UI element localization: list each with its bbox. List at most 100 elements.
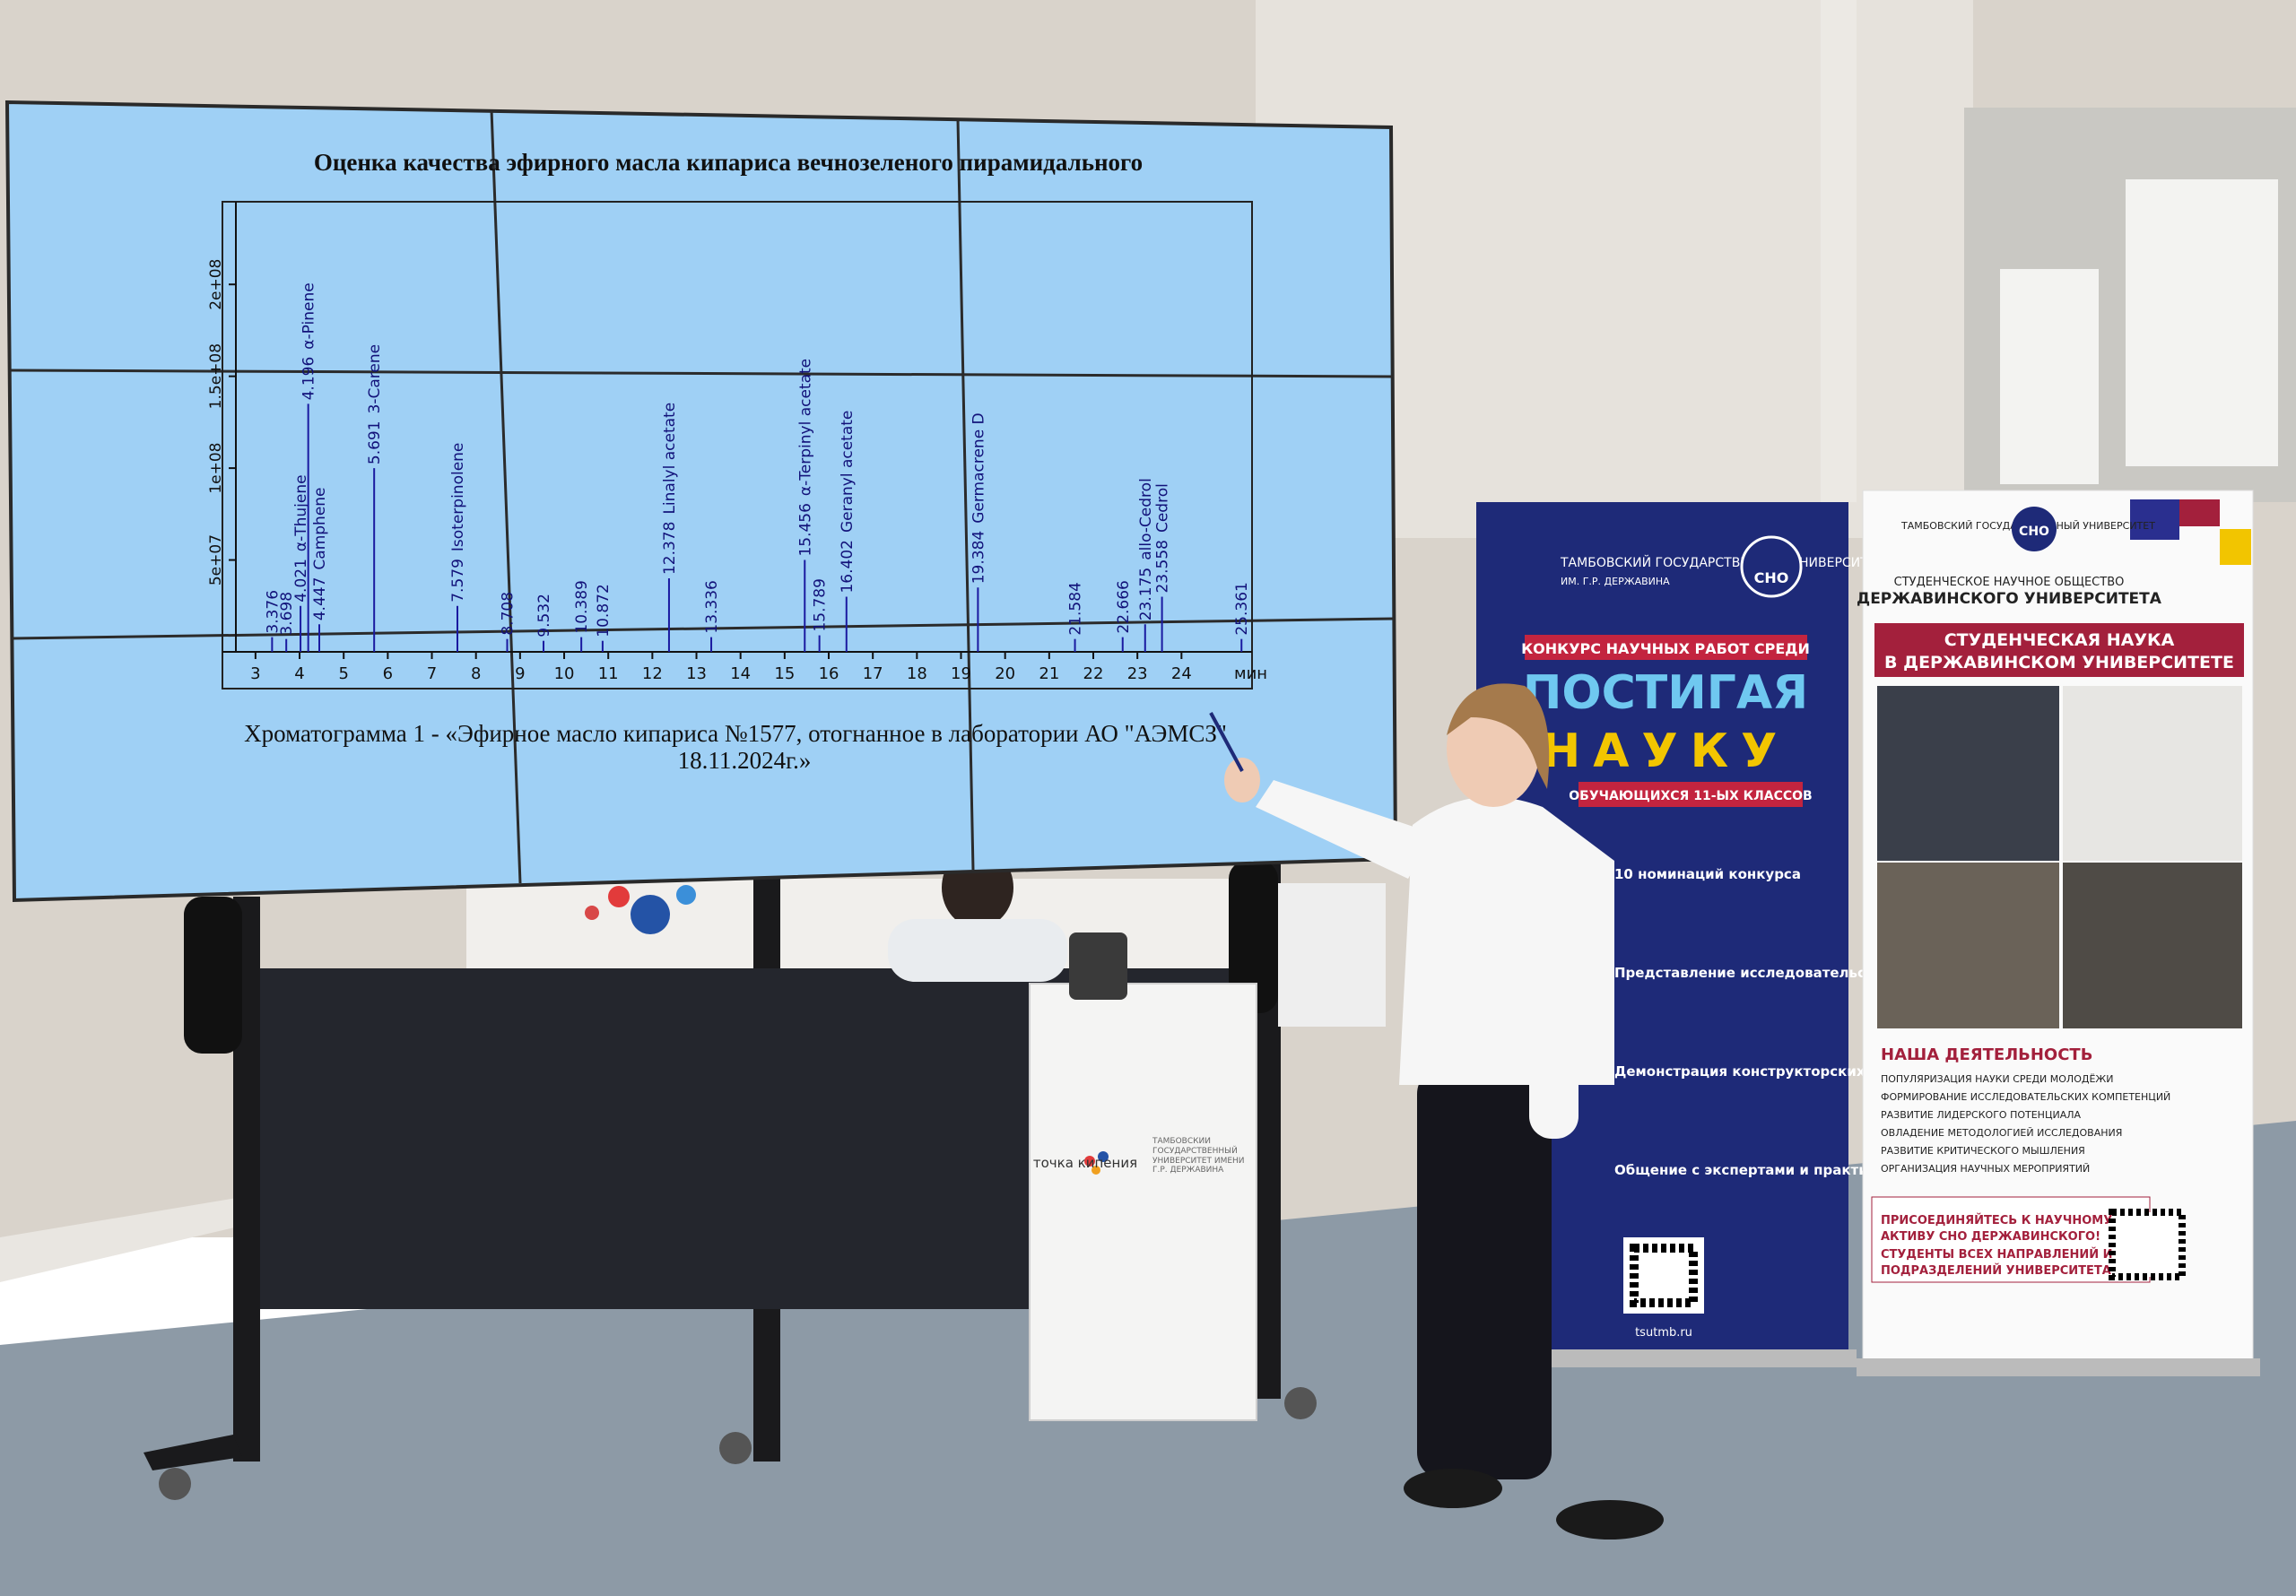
peak-rt: 3.698 [278,592,296,636]
screen-surface [4,100,1398,903]
badge-text: СНО [1754,569,1789,586]
peak-rt: 10.389 [573,580,591,633]
x-tick-label: 23 [1127,664,1148,683]
deco [2130,499,2179,540]
ribbon [1525,635,1807,660]
qr [2109,1209,2186,1280]
subtitle: ОБУЧАЮЩИХСЯ 11-ЫХ КЛАССОВ [1569,789,1812,803]
pillar [1821,0,1857,502]
peak-label: 25.361 [1233,582,1251,635]
item: Общение с экспертами и практиками [1614,1162,1907,1178]
x-tick-label: 16 [819,664,839,683]
peak-rt: 4.021 [292,559,310,603]
slide-caption: 18.11.2024г.» [678,747,812,774]
radiator [1278,883,1386,1027]
peak-rt: 3.376 [264,590,282,634]
x-tick-label: 18 [907,664,927,683]
peak-label: 16.402 Geranyl acetate [839,411,857,594]
shoe [1404,1469,1502,1508]
ribbon [1578,782,1803,807]
trousers [1417,1067,1552,1479]
peak-label: 15.456 α-Terpinyl acetate [796,359,814,557]
photo-tile [1877,686,2059,861]
peak-rt: 7.579 [449,559,467,603]
badge [2012,507,2057,551]
peak-name: α-Pinene [300,282,318,349]
peak-label: 5.691 3-Carene [366,344,384,464]
peak-label: 13.336 [703,580,721,633]
bezel [12,617,1395,640]
wheel [719,1432,752,1464]
photo-tile [1877,863,2059,1028]
x-tick-label: 6 [383,664,393,683]
x-tick-label: 3 [250,664,260,683]
logo-dot [585,906,599,920]
peak-name: Geranyl acetate [839,411,857,533]
x-tick-label: 13 [686,664,707,683]
slogan: СТУДЕНЧЕСКАЯ НАУКА [1944,630,2175,650]
join: ПОДРАЗДЕЛЕНИЙ УНИВЕРСИТЕТА [1881,1263,2111,1278]
join: АКТИВУ СНО ДЕРЖАВИНСКОГО! [1881,1230,2100,1244]
activity-title: НАША ДЕЯТЕЛЬНОСТЬ [1881,1045,2092,1064]
window [2126,179,2278,466]
peak-rt: 15.789 [812,578,830,631]
peak-label: 3.376 [264,590,282,634]
bezel [956,118,975,871]
wheel [1284,1387,1317,1419]
badge [1740,535,1803,598]
video-wall: Оценка качества эфирного масла кипариса … [4,100,1398,903]
peak-name: Germacrene D [970,412,987,523]
peak-label: 10.872 [595,584,613,637]
banner-sno: ТАМБОВСКИЙ ГОСУДАРСТВЕННЫЙ УНИВЕРСИТЕТ С… [1857,490,2260,1376]
chromatogram: 3 4 5 6 7 8 9 10 11 12 13 14 15 16 17 18 19 20 21 22 23 24 мин… [207,202,1267,683]
peak-label: 12.378 Linalyl acetate [661,403,679,575]
activity: РАЗВИТИЕ ЛИДЕРСКОГО ПОТЕНЦИАЛА [1881,1109,2082,1121]
site: tsutmb.ru [1635,1326,1692,1340]
x-tick-label: 15 [774,664,795,683]
y-tick-label: 1.5e+08 [207,343,225,409]
peak-name: α-Terpinyl acetate [796,359,814,496]
podium-university-text: ТАМБОВСКИЙ ГОСУДАРСТВЕННЫЙ УНИВЕРСИТЕТ И… [1152,1137,1245,1175]
logo-dot [631,895,670,934]
person-body [888,919,1067,982]
badge-text: СНО [2019,525,2049,539]
logo-dot [1098,1151,1109,1162]
join: ПРИСОЕДИНЯЙТЕСЬ К НАУЧНОМУ [1881,1213,2112,1227]
university-sub: ИМ. Г.Р. ДЕРЖАВИНА [1561,576,1670,587]
stand-foot [144,1435,242,1470]
podium: точка кипения ТАМБОВСКИЙ ГОСУДАРСТВЕННЫЙ… [1029,932,1257,1421]
peak-name: α-Thujene [292,474,310,551]
presenter [1209,683,1664,1540]
x-tick-label: 22 [1083,664,1104,683]
x-tick-label: 24 [1171,664,1192,683]
peak-label: 21.584 [1067,582,1085,635]
deco [2220,529,2251,565]
x-tick-label: 17 [863,664,883,683]
skirting [0,1193,269,1282]
y-tick-label: 2e+08 [207,259,225,310]
slide-title: Оценка качества эфирного масла кипариса … [314,149,1143,176]
x-tick-label: 20 [995,664,1015,683]
headline: НАУКУ [1542,724,1789,778]
peak-rt: 15.456 [796,503,814,556]
peak-name: allo-Cedrol [1137,478,1155,560]
pointer [1209,712,1244,772]
peak-rt: 23.175 [1137,568,1155,620]
bezel [490,108,522,884]
logo-dot [676,885,696,905]
ribbon-text: КОНКУРС НАУЧНЫХ РАБОТ СРЕДИ [1521,640,1810,657]
peak-label: 23.175 allo-Cedrol [1137,478,1155,620]
peak-name: Isoterpinolene [449,443,467,552]
hand [1224,758,1260,802]
peak-name: Cedrol [1154,483,1172,533]
qr-pattern [1630,1244,1698,1307]
peak-label: 4.021 α-Thujene [292,474,310,602]
podium-body [1029,983,1257,1421]
camera [1069,932,1127,1000]
logo-dot [608,886,630,907]
university: ТАМБОВСКИЙ ГОСУДАРСТВЕННЫЙ УНИВЕРСИТЕТ [1560,554,1884,570]
peak-rt: 4.196 [300,357,318,401]
podium-university: ТАМБОВСКИЙ ГОСУДАРСТВЕННЫЙ УНИВЕРСИТЕТ И… [1152,1137,1245,1175]
join: СТУДЕНТЫ ВСЕХ НАПРАВЛЕНИЙ И [1881,1247,2113,1262]
activity: РАЗВИТИЕ КРИТИЧЕСКОГО МЫШЛЕНИЯ [1881,1145,2085,1157]
